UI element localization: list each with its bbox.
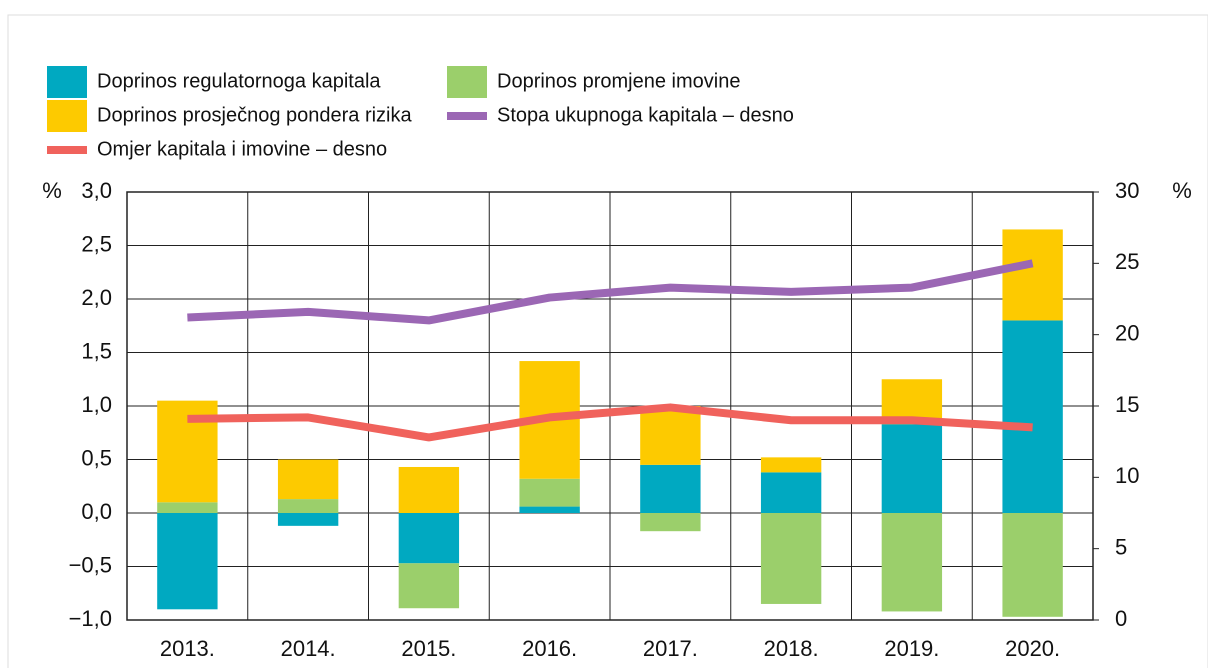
legend-label: Omjer kapitala i imovine – desno [97, 138, 387, 160]
x-tick-label: 2020. [1005, 636, 1060, 661]
plot-frame [126, 191, 1094, 621]
bar [640, 406, 701, 465]
x-tick-label: 2014. [281, 636, 336, 661]
y2-unit: % [1172, 178, 1192, 203]
x-tick-label: 2019. [884, 636, 939, 661]
bar [519, 506, 580, 513]
line [187, 259, 1034, 325]
x-tick-label: 2018. [764, 636, 819, 661]
frame [7, 14, 1208, 668]
bar [760, 513, 822, 604]
bar [881, 424, 943, 513]
bar [640, 513, 701, 532]
y-tick-label: 0,0 [81, 499, 112, 524]
x-tick-label: 2017. [643, 636, 698, 661]
y-tick-label: 2,0 [81, 285, 112, 310]
bar [398, 466, 460, 513]
y-tick-label: 2,5 [81, 231, 112, 256]
y-tick-label: 0,5 [81, 445, 112, 470]
bar [157, 513, 218, 610]
bar [398, 563, 460, 609]
y-unit: % [42, 178, 62, 203]
y2-tick-label: 30 [1115, 178, 1139, 203]
y2-tick-label: 20 [1115, 320, 1139, 345]
y-tick-label: 1,5 [81, 338, 112, 363]
y2-tick-label: 10 [1115, 463, 1139, 488]
bar [277, 499, 339, 513]
legend-swatch [47, 66, 87, 98]
legend-swatch [47, 100, 87, 132]
y-tick-label: 3,0 [81, 178, 112, 203]
x-tick-label: 2016. [522, 636, 577, 661]
y2-tick-label: 0 [1115, 606, 1127, 631]
legend-label: Doprinos regulatornoga kapitala [97, 70, 381, 92]
legend-label: Doprinos promjene imovine [497, 70, 740, 92]
bar [1002, 320, 1063, 513]
legend-label: Doprinos prosječnog pondera rizika [97, 104, 412, 126]
y-tick-label: −1,0 [69, 606, 112, 631]
bar [277, 513, 339, 526]
bar [1002, 229, 1063, 321]
y-tick-label: 1,0 [81, 392, 112, 417]
bar [157, 502, 218, 513]
y-tick-label: −0,5 [69, 552, 112, 577]
bar [760, 457, 822, 473]
bar [1002, 513, 1063, 617]
y2-tick-label: 15 [1115, 392, 1139, 417]
bar [760, 472, 822, 513]
y2-tick-label: 25 [1115, 249, 1139, 274]
line [187, 403, 1033, 442]
bar [519, 478, 580, 507]
legend-swatch [447, 66, 487, 98]
x-tick-label: 2013. [160, 636, 215, 661]
bar [398, 513, 460, 564]
x-tick-label: 2015. [401, 636, 456, 661]
y2-tick-label: 5 [1115, 534, 1127, 559]
bar [277, 459, 339, 500]
legend-label: Stopa ukupnoga kapitala – desno [497, 104, 794, 126]
bar [881, 513, 943, 612]
bar [640, 464, 701, 513]
